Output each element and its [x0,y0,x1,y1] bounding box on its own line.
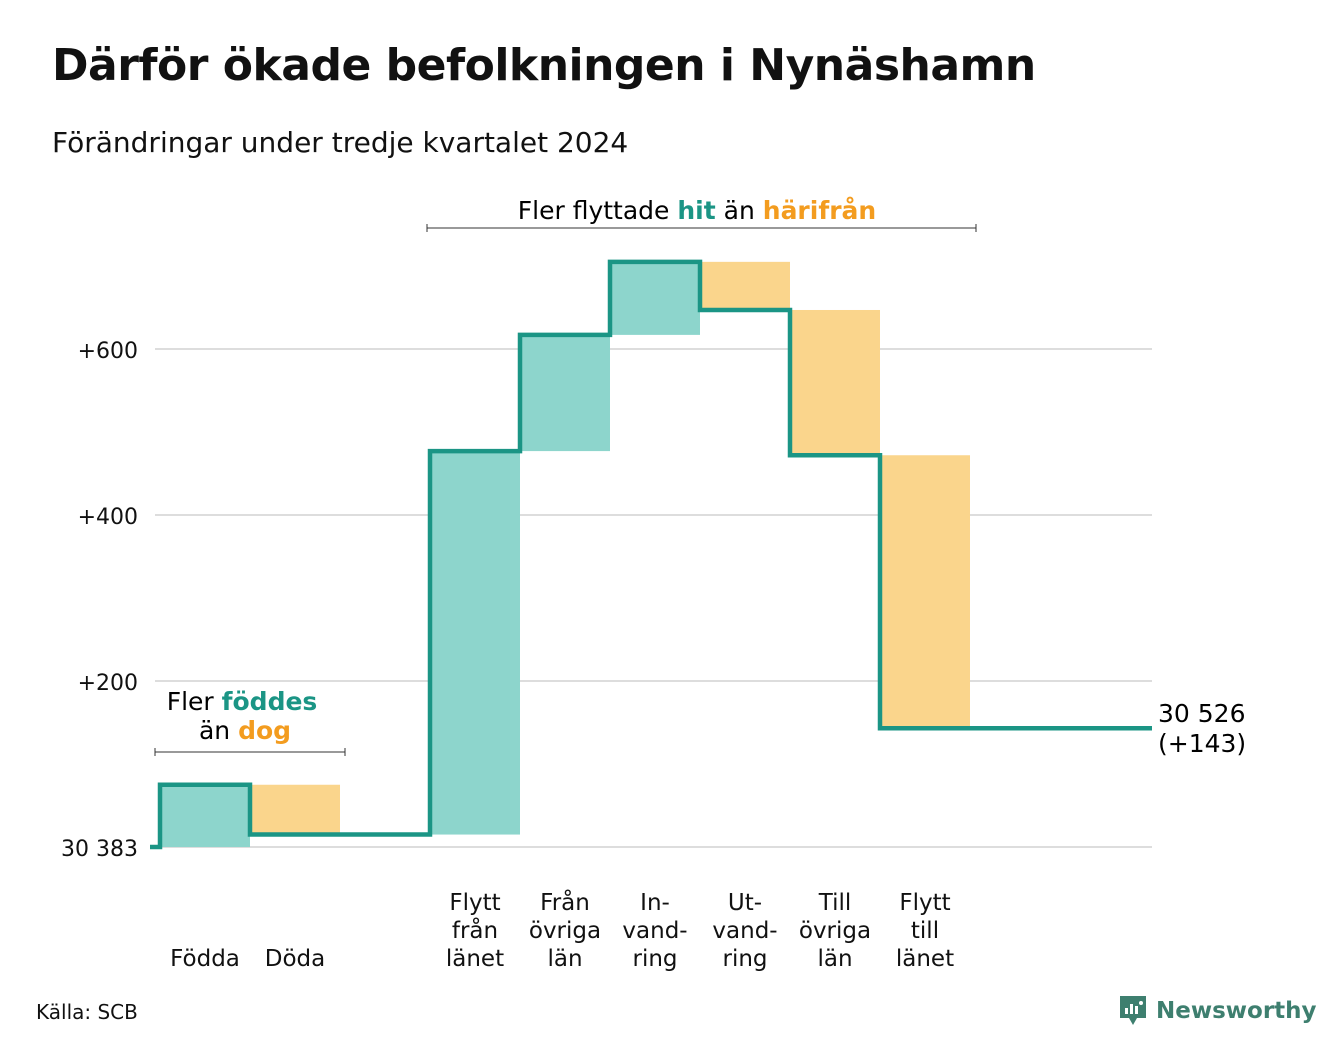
bar-5 [610,261,700,335]
births-annotation-prefix2: än [199,716,238,745]
births-annotation-prefix: Fler [167,687,222,716]
brand-logo: Newsworthy [1118,994,1317,1028]
x-tick-label: Ut- [728,890,762,916]
svg-text:Fler flyttade hit än härifrån: Fler flyttade hit än härifrån [518,196,876,225]
y-tick-label: +200 [78,671,138,696]
bar-0 [160,784,250,847]
bar-6 [700,261,790,310]
migration-annotation-highlight-out: härifrån [763,196,876,225]
x-tick-label: ring [722,946,767,972]
brand-name: Newsworthy [1156,998,1317,1024]
x-tick-label: ring [632,946,677,972]
x-tick-label: Flytt [449,890,500,916]
end-value-label: 30 526 [1158,699,1245,728]
x-tick-label: Från [540,888,590,916]
x-tick-label: Döda [265,946,325,972]
step-line-group [150,259,1152,850]
chart-subtitle: Förändringar under tredje kvartalet 2024 [52,126,629,159]
x-tick-label: länet [896,946,954,972]
y-tick-label: +400 [78,505,138,530]
births-annotation-highlight-died: dog [238,716,291,745]
x-tick-label: övriga [529,918,601,944]
chart-title: Därför ökade befolkningen i Nynäshamn [52,40,1036,91]
bar-4 [520,334,610,452]
migration-annotation-prefix: Fler flyttade [518,196,678,225]
x-tick-label: vand- [712,918,777,944]
x-tick-label: länet [446,946,504,972]
y-tick-label: +600 [78,339,138,364]
x-tick-label: till [911,918,939,944]
x-tick-label: län [547,946,582,972]
bars [160,261,970,847]
y-tick-label: 30 383 [61,837,138,862]
births-annotation-bracket [154,748,346,756]
x-tick-label: län [817,946,852,972]
newsworthy-logo-icon [1120,996,1146,1025]
grid-lines [155,348,1152,848]
x-tick-label: In- [640,890,670,916]
x-tick-label: övriga [799,918,871,944]
x-tick-label: vand- [622,918,687,944]
migration-annotation-mid: än [716,196,763,225]
y-tick-labels: 30 383 +200 +400 +600 [61,339,138,862]
x-tick-label: från [452,916,498,944]
bar-1 [250,784,340,835]
x-tick-label: Födda [170,946,240,972]
x-tick-labels: Födda DödaFlyttfrånlänetFrånövrigalänIn-v… [170,888,954,972]
migration-annotation-highlight-in: hit [677,196,715,225]
births-annotation: Fler föddes än dog [154,687,346,756]
births-annotation-highlight-born: föddes [222,687,318,716]
bar-3 [430,451,520,835]
x-tick-label: Till [818,890,852,916]
bar-7 [790,309,880,456]
svg-text:Fler föddes: Fler föddes [167,687,318,716]
migration-annotation-bracket [426,224,977,232]
migration-annotation: Fler flyttade hit än härifrån [426,196,977,232]
svg-text:än dog: än dog [199,716,291,745]
x-tick-label: Flytt [899,890,950,916]
end-change-label: (+143) [1158,729,1246,758]
bar-8 [880,455,970,729]
step-line [150,259,1152,850]
source-note: Källa: SCB [36,1000,138,1024]
